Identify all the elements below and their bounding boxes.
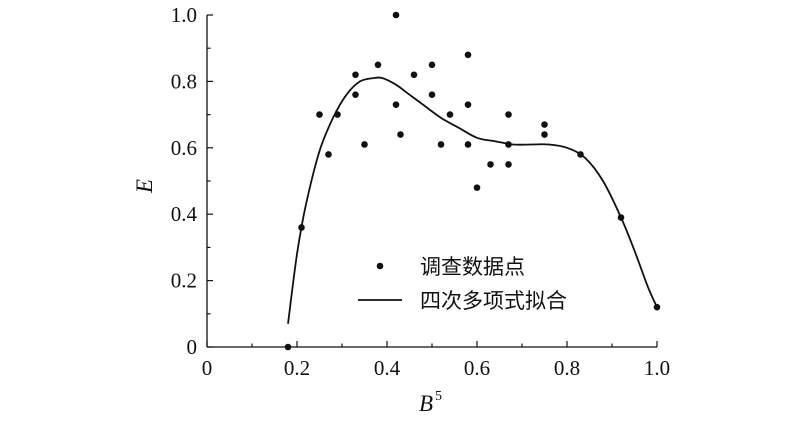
data-point [473, 184, 481, 191]
x-tick-label: 0.6 [464, 356, 490, 380]
y-tick-label: 0.6 [171, 136, 197, 160]
x-axis-title-superscript: 5 [435, 389, 442, 404]
y-tick-label: 0.2 [171, 269, 197, 293]
x-tick-label: 1.0 [644, 356, 670, 380]
ticks [206, 14, 658, 348]
legend-point-marker [376, 262, 384, 270]
data-point [437, 141, 445, 148]
data-point [392, 101, 400, 108]
data-point [361, 141, 368, 148]
legend-label-fit: 四次多项式拟合 [420, 289, 567, 313]
y-tick-label: 1.0 [171, 3, 197, 27]
data-point [505, 111, 512, 118]
x-tick-label: 0.2 [284, 356, 310, 380]
data-point [541, 131, 548, 138]
x-tick-label: 0.4 [374, 356, 401, 380]
data-point [653, 303, 661, 311]
data-point [374, 61, 382, 69]
data-point [428, 91, 436, 98]
x-axis-title: B [419, 391, 433, 416]
legend: 调查数据点 四次多项式拟合 [358, 255, 567, 313]
data-point [334, 111, 341, 118]
data-point [487, 161, 494, 168]
data-point [617, 214, 625, 221]
data-point [397, 131, 404, 138]
y-axis-title: E [132, 179, 157, 194]
data-point [505, 161, 512, 168]
data-point [446, 111, 454, 118]
data-point [464, 101, 472, 108]
data-point [464, 51, 472, 59]
x-tick-label: 0.8 [554, 356, 580, 380]
data-point [352, 71, 359, 79]
data-point [316, 111, 323, 118]
data-point [505, 141, 512, 148]
data-point [541, 121, 548, 128]
data-point [298, 224, 305, 231]
y-tick-label: 0.4 [171, 202, 198, 226]
legend-label-points: 调查数据点 [420, 255, 525, 279]
data-point [325, 151, 332, 158]
data-point [577, 151, 584, 158]
fit-curve-line [287, 76, 658, 324]
data-point [352, 91, 359, 98]
y-tick-label: 0.8 [171, 69, 197, 93]
data-point [392, 11, 400, 19]
data-point [410, 71, 418, 79]
data-point [464, 141, 472, 148]
tick-labels: 0 0.2 0.4 0.6 0.8 1.0 0 0.2 0.4 0.6 0.8 1.0 [171, 3, 670, 380]
data-point [284, 343, 292, 351]
data-points [284, 11, 661, 351]
x-tick-label: 0 [202, 356, 213, 380]
data-point [428, 61, 436, 69]
y-tick-label: 0 [187, 335, 198, 359]
